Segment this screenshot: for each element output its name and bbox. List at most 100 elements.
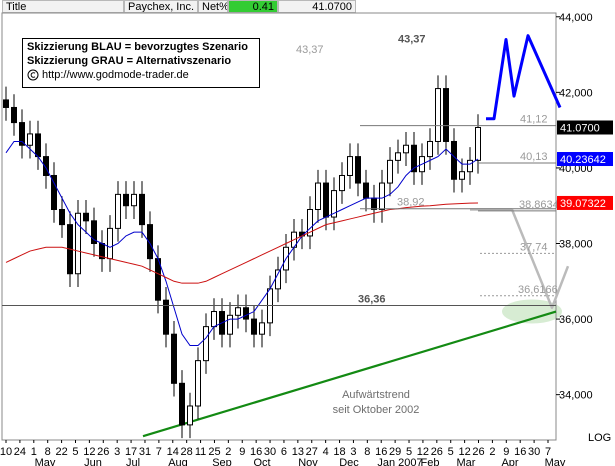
- price-tag-label: 41.0700: [560, 122, 600, 134]
- plot-frame: [1, 12, 557, 441]
- legend-blue-line: Skizzierung BLAU = bevorzugtes Szenario: [27, 41, 248, 53]
- x-day-label: 31: [139, 446, 151, 458]
- x-month-label: Apr: [501, 457, 518, 466]
- candle: [115, 181, 121, 242]
- price-tag: [557, 195, 613, 210]
- level-label: 38,8634: [519, 199, 559, 211]
- x-day-label: 5: [406, 446, 412, 458]
- x-day-label: 5: [448, 446, 454, 458]
- y-tick-label: 42,000: [559, 87, 593, 99]
- candle: [379, 169, 385, 223]
- annotation-level: 43,37: [296, 44, 324, 56]
- x-day-label: 30: [528, 446, 540, 458]
- candle: [99, 230, 105, 272]
- candle: [451, 128, 457, 193]
- x-day-label: 9: [239, 446, 245, 458]
- x-day-label: 6: [281, 446, 287, 458]
- level-label: 36,6166: [518, 284, 558, 296]
- candle: [227, 302, 233, 348]
- x-month-label: Mar: [457, 457, 476, 466]
- x-day-label: 12: [83, 446, 95, 458]
- x-day-label: 16: [375, 446, 387, 458]
- x-day-label: 28: [181, 446, 193, 458]
- candle: [387, 147, 393, 197]
- candle: [467, 147, 473, 185]
- level-label: 37,74: [520, 241, 548, 253]
- candle: [91, 207, 97, 257]
- annotation-trend: Aufwärtstrend: [342, 389, 410, 401]
- x-month-label: Jul: [126, 457, 140, 466]
- x-day-label: 8: [45, 446, 51, 458]
- candle: [203, 313, 209, 374]
- price-tag: [557, 120, 613, 135]
- x-day-label: 25: [208, 446, 220, 458]
- x-day-label: 7: [545, 446, 551, 458]
- legend-source: http://www.godmode-trader.de: [27, 68, 255, 82]
- candle: [323, 169, 329, 231]
- x-day-label: 22: [55, 446, 67, 458]
- x-day-label: 3: [114, 446, 120, 458]
- level-label: 38,92: [397, 197, 425, 209]
- y-tick-label: 34,000: [559, 390, 593, 402]
- y-unit-label: LOG: [588, 432, 611, 444]
- x-day-label: 8: [364, 446, 370, 458]
- x-day-label: 16: [250, 446, 262, 458]
- candle: [443, 75, 449, 155]
- candle: [427, 128, 433, 170]
- x-month-label: Sep: [212, 457, 232, 466]
- x-day-label: 7: [156, 446, 162, 458]
- candle: [139, 181, 145, 238]
- x-day-label: 9: [503, 446, 509, 458]
- uptrend-line: [142, 310, 557, 438]
- y-tick-label: 36,000: [559, 314, 593, 326]
- candle: [19, 109, 25, 159]
- x-month-label: Aug: [168, 457, 188, 466]
- candle: [475, 114, 481, 174]
- scenario-legend: Skizzierung BLAU = bevorzugtes Szenario …: [22, 38, 260, 88]
- candle: [403, 132, 409, 167]
- x-day-label: 5: [72, 446, 78, 458]
- x-day-label: 2: [489, 446, 495, 458]
- candle: [275, 256, 281, 303]
- candle: [27, 120, 33, 159]
- price-tag-label: 40.23642: [560, 154, 606, 166]
- candle: [3, 86, 9, 121]
- level-label: 40,13: [520, 151, 548, 163]
- scenario-blue-path: [486, 34, 562, 121]
- x-day-label: 13: [292, 446, 304, 458]
- level-label: 36,36: [358, 293, 386, 305]
- price-tag: [557, 152, 613, 167]
- x-day-label: 16: [514, 446, 526, 458]
- x-day-label: 11: [195, 446, 206, 458]
- price-tag-label: 39.07322: [560, 198, 606, 210]
- candle: [411, 132, 417, 185]
- candle: [339, 162, 345, 204]
- level-label: 43,37: [398, 34, 426, 46]
- candle: [395, 139, 401, 174]
- x-day-label: 27: [306, 446, 318, 458]
- candle: [371, 184, 377, 223]
- x-month-label: Nov: [298, 457, 318, 466]
- candle: [11, 94, 17, 136]
- candle: [187, 392, 193, 439]
- x-day-label: 18: [333, 446, 345, 458]
- candle: [211, 298, 217, 340]
- candle: [163, 286, 169, 348]
- candle: [251, 305, 257, 348]
- candle: [243, 294, 249, 333]
- candle: [123, 181, 129, 219]
- x-day-label: 14: [167, 446, 179, 458]
- x-day-label: 26: [97, 446, 109, 458]
- candle: [331, 177, 337, 231]
- x-day-label: 4: [323, 446, 329, 458]
- candle: [83, 200, 89, 235]
- x-day-label: 1: [31, 446, 37, 458]
- annotation-trend-since: seit Oktober 2002: [333, 404, 420, 416]
- candle: [35, 120, 41, 170]
- candle: [347, 143, 353, 189]
- candle: [195, 347, 201, 420]
- candle: [307, 196, 313, 250]
- source-url[interactable]: http://www.godmode-trader.de: [42, 69, 189, 81]
- candle: [75, 200, 81, 287]
